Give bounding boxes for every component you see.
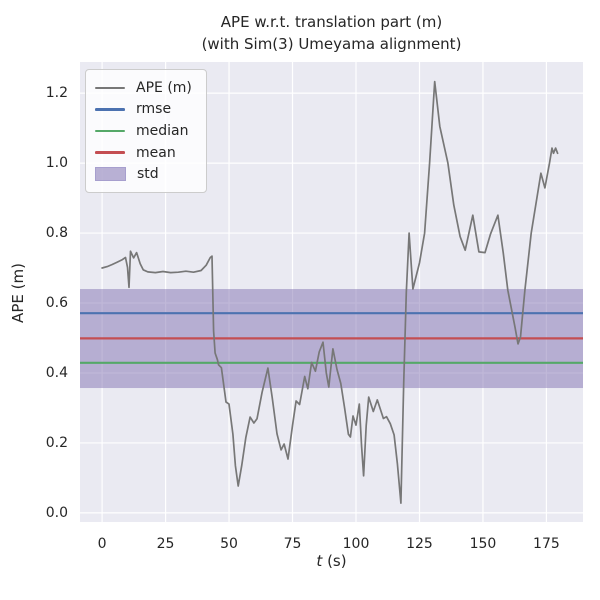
- legend-label: mean: [136, 144, 176, 161]
- y-tick-label: 0.4: [45, 364, 68, 381]
- chart-title-line2: (with Sim(3) Umeyama alignment): [201, 35, 462, 53]
- legend-label: rmse: [136, 101, 172, 118]
- legend-line-swatch: [95, 86, 125, 90]
- x-tick-label: 50: [220, 536, 238, 552]
- y-tick-label: 0.0: [45, 504, 68, 521]
- legend-label: std: [137, 166, 159, 183]
- y-tick-label: 0.2: [45, 434, 68, 451]
- legend-entry-rmse: rmse: [95, 99, 192, 121]
- chart-title: APE w.r.t. translation part (m) (with Si…: [80, 11, 583, 55]
- plot-area: APE (m) rmse median mean std: [80, 62, 583, 522]
- ape-line: [101, 80, 559, 504]
- y-tick-label: 1.0: [45, 155, 68, 172]
- x-axis-label: t (s): [80, 552, 583, 570]
- x-tick-label: 25: [156, 536, 175, 552]
- x-tick-label: 0: [97, 536, 107, 552]
- legend-entry-std: std: [95, 163, 192, 185]
- y-axis-label: APE (m): [9, 263, 27, 323]
- chart-title-line1: APE w.r.t. translation part (m): [220, 13, 443, 31]
- legend-label: median: [136, 122, 189, 139]
- x-axis-label-unit: (s): [322, 552, 347, 570]
- y-tick-label: 0.8: [45, 225, 68, 242]
- legend-entry-median: median: [95, 120, 192, 142]
- x-tick-label: 150: [469, 536, 497, 552]
- legend-patch-swatch: [95, 167, 126, 182]
- x-tick-label: 125: [406, 536, 433, 552]
- legend-line-swatch: [95, 151, 125, 154]
- x-axis-label-symbol: t: [316, 552, 323, 570]
- x-tick-label: 75: [283, 536, 302, 552]
- legend-entry-ape-m-: APE (m): [95, 77, 192, 99]
- x-tick-label: 100: [342, 536, 370, 552]
- legend-entry-mean: mean: [95, 142, 192, 164]
- legend-line-swatch: [95, 108, 125, 111]
- legend-label: APE (m): [136, 79, 192, 96]
- y-tick-label: 0.6: [45, 295, 68, 312]
- chart-canvas: [80, 62, 583, 522]
- legend-box: APE (m) rmse median mean std: [85, 69, 207, 193]
- legend-line-swatch: [95, 129, 125, 133]
- x-tick-label: 175: [533, 536, 560, 552]
- y-tick-label: 1.2: [45, 85, 68, 102]
